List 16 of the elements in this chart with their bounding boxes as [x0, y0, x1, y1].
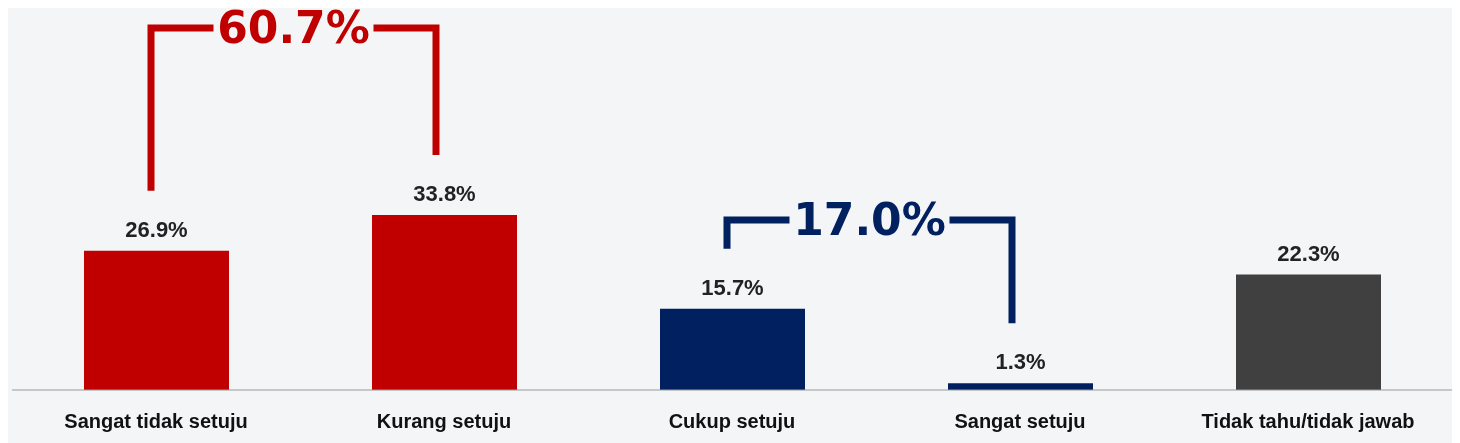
data-label: 33.8% [413, 181, 476, 206]
x-tick-label: Sangat tidak setuju [64, 410, 248, 433]
bar [372, 215, 517, 390]
data-label: 26.9% [125, 216, 188, 242]
x-tick-label: Tidak tahu/tidak jawab [1201, 410, 1415, 433]
data-label: 22.3% [1277, 240, 1340, 266]
annotation: 17.0% [793, 194, 946, 245]
x-tick-label: Cukup setuju [668, 410, 796, 433]
data-label: 15.7% [701, 274, 764, 300]
x-tick-label: Sangat setuju [954, 410, 1086, 433]
text: 60.7% [217, 2, 370, 53]
bar [660, 308, 805, 390]
bar [84, 250, 229, 390]
data-label: 1.3% [995, 349, 1046, 375]
bar [1236, 274, 1381, 390]
x-tick-label: Kurang setuju [376, 410, 512, 433]
